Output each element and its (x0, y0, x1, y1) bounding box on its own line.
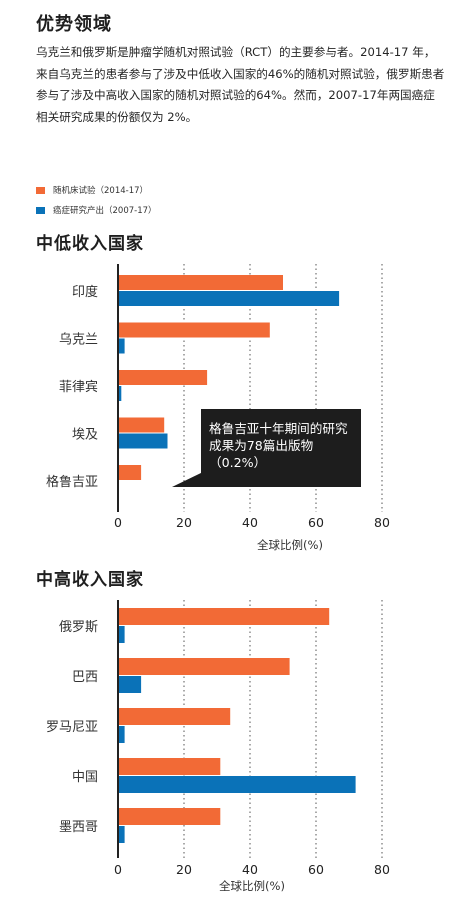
category-label: 罗马尼亚 (46, 720, 98, 735)
x-axis-title: 全球比例(%) (257, 538, 323, 552)
bar-output (118, 826, 125, 843)
page-title: 优势领域 (36, 14, 112, 35)
legend-swatch-blue (36, 206, 45, 214)
annotation-text: 格鲁吉亚十年期间的研究成果为78篇出版物（0.2%） (209, 421, 348, 470)
bar-trials (118, 322, 270, 338)
bar-trials (118, 370, 208, 385)
annotation-box (201, 409, 361, 487)
bar-output (118, 338, 125, 354)
bar-trials (118, 417, 165, 433)
section-title-lmic: 中低收入国家 (36, 234, 144, 254)
category-label: 乌克兰 (59, 332, 98, 348)
legend-item-output: 癌症研究产出（2007-17） (36, 204, 157, 216)
bar-trials (118, 465, 142, 480)
x-tick-label: 0 (114, 515, 122, 530)
category-label: 墨西哥 (59, 820, 98, 835)
bar-trials (118, 275, 283, 290)
category-label: 俄罗斯 (59, 620, 98, 635)
category-label: 菲律宾 (59, 379, 98, 395)
x-tick-label: 60 (308, 515, 324, 530)
x-tick-label: 60 (308, 862, 324, 877)
category-label: 印度 (72, 284, 98, 300)
bar-output (118, 386, 122, 401)
x-tick-label: 40 (242, 515, 258, 530)
bar-trials (118, 658, 290, 675)
x-tick-label: 20 (176, 862, 192, 877)
legend-label-output: 癌症研究产出（2007-17） (53, 206, 157, 216)
section-title-umic: 中高收入国家 (36, 570, 144, 590)
x-tick-label: 20 (176, 515, 192, 530)
bar-output (118, 626, 125, 643)
x-axis-title: 全球比例(%) (219, 879, 285, 893)
bar-trials (118, 708, 231, 725)
intro-paragraph: 乌克兰和俄罗斯是肿瘤学随机对照试验（RCT）的主要参与者。2014-17 年，来… (36, 45, 445, 124)
bar-output (118, 291, 340, 306)
category-label: 巴西 (72, 670, 98, 685)
bar-trials (118, 608, 330, 625)
category-label: 埃及 (72, 428, 98, 443)
bar-output (118, 433, 168, 449)
x-tick-label: 80 (374, 515, 390, 530)
x-tick-label: 40 (242, 862, 258, 877)
x-tick-label: 0 (114, 862, 122, 877)
legend-item-trials: 随机床试验（2014-17） (36, 184, 148, 196)
legend-swatch-orange (36, 186, 45, 194)
x-tick-label: 80 (374, 862, 390, 877)
legend-label-trials: 随机床试验（2014-17） (53, 186, 149, 196)
bar-output (118, 776, 356, 793)
bar-trials (118, 808, 221, 825)
category-label: 格鲁吉亚 (46, 474, 98, 490)
bar-output (118, 676, 142, 693)
category-label: 中国 (72, 770, 98, 785)
bar-trials (118, 758, 221, 775)
bar-output (118, 726, 125, 743)
